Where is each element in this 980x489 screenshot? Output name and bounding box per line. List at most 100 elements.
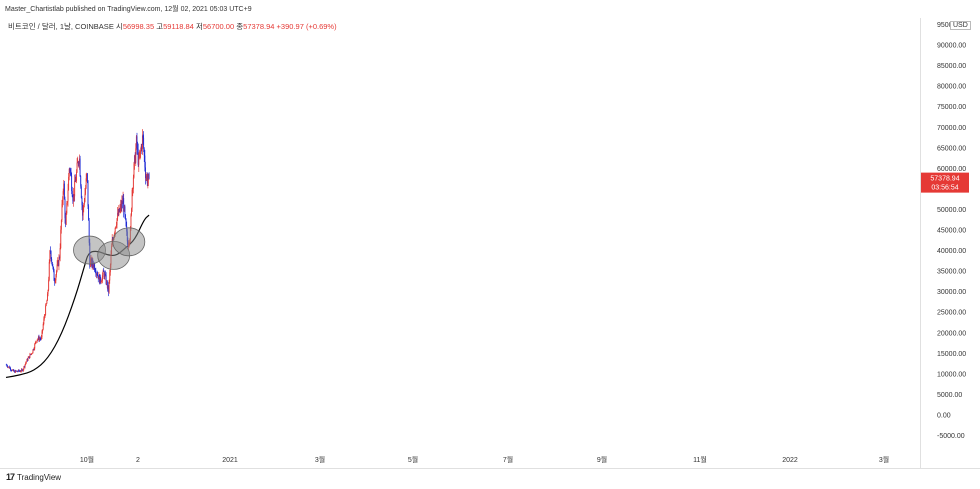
candle-body bbox=[72, 196, 74, 202]
candle-body bbox=[140, 146, 142, 151]
candle-body bbox=[86, 173, 88, 181]
candle-body bbox=[83, 204, 85, 208]
candle-body bbox=[77, 162, 79, 163]
candle-body bbox=[122, 198, 124, 204]
candle-body bbox=[125, 218, 127, 227]
x-tick-label: 2 bbox=[136, 457, 140, 464]
y-tick-label: 25000.00 bbox=[937, 310, 966, 317]
y-tick-label: 0.00 bbox=[937, 412, 951, 419]
candle-body bbox=[46, 300, 48, 304]
candle-body bbox=[36, 339, 38, 342]
candle-body bbox=[117, 212, 119, 219]
candle-body bbox=[104, 274, 106, 278]
candle-body bbox=[42, 324, 44, 330]
candle-body bbox=[44, 315, 46, 317]
last-price-tag bbox=[921, 172, 969, 193]
x-tick-label: 2022 bbox=[782, 457, 798, 464]
candle-body bbox=[71, 176, 73, 192]
candle-body bbox=[100, 276, 102, 282]
candle-body bbox=[75, 181, 77, 182]
candle-body bbox=[13, 369, 15, 372]
candle-body bbox=[40, 337, 42, 339]
candle-body bbox=[120, 204, 122, 208]
candle-body bbox=[139, 151, 141, 157]
y-tick-label: 65000.00 bbox=[937, 145, 966, 152]
candle-body bbox=[7, 366, 9, 368]
candle-body bbox=[7, 366, 8, 368]
candle-body bbox=[94, 264, 96, 271]
candle-body bbox=[70, 171, 72, 177]
candle-body bbox=[137, 149, 139, 165]
candle-body bbox=[25, 361, 27, 363]
candle-body bbox=[43, 318, 45, 325]
candle-body bbox=[40, 338, 42, 340]
candle-body bbox=[60, 229, 62, 248]
candle-body bbox=[143, 148, 145, 156]
candle-body bbox=[33, 348, 35, 350]
candle-body bbox=[37, 339, 39, 340]
candle-body bbox=[74, 180, 76, 197]
candle-body bbox=[96, 273, 98, 276]
close-label: 종 bbox=[236, 22, 244, 31]
candle-body bbox=[95, 271, 97, 275]
x-tick-label: 10월 bbox=[80, 455, 94, 464]
candle-body bbox=[116, 218, 118, 226]
candle-body bbox=[35, 341, 37, 343]
y-tick-label: 70000.00 bbox=[937, 125, 966, 132]
candle-body bbox=[20, 371, 22, 373]
candle-body bbox=[20, 369, 22, 372]
candle-body bbox=[62, 191, 64, 200]
candle-body bbox=[46, 293, 48, 301]
symbol-legend: 비트코인 / 달러, 1날, COINBASE 시56998.35 고59118… bbox=[8, 21, 337, 32]
open-value: 56998.35 bbox=[122, 22, 155, 31]
candle-body bbox=[22, 369, 24, 372]
candle-body bbox=[82, 207, 84, 216]
candle-body bbox=[56, 270, 57, 275]
candle-body bbox=[141, 146, 143, 150]
candle-body bbox=[101, 280, 103, 282]
symbol-name: 비트코인 / 달러, 1날, COINBASE bbox=[8, 22, 114, 31]
candle-body bbox=[146, 175, 148, 184]
candle-body bbox=[19, 370, 21, 372]
candle-body bbox=[24, 364, 26, 368]
candle-body bbox=[19, 370, 21, 372]
candle-body bbox=[131, 208, 132, 216]
candle-body bbox=[69, 169, 71, 172]
candle-body bbox=[13, 370, 15, 372]
candle-body bbox=[121, 201, 123, 208]
candle-body bbox=[107, 285, 109, 289]
candle-body bbox=[94, 270, 96, 272]
candle-body bbox=[47, 290, 49, 294]
low-label: 저 bbox=[195, 22, 203, 31]
candle-body bbox=[30, 354, 31, 356]
y-tick-label: -5000.00 bbox=[937, 433, 965, 440]
candle-body bbox=[59, 247, 61, 259]
candle-body bbox=[67, 190, 69, 202]
y-tick-label: 20000.00 bbox=[937, 330, 966, 337]
candle-body bbox=[68, 176, 70, 191]
y-tick-label: 5000.00 bbox=[937, 392, 962, 399]
candle-body bbox=[80, 176, 82, 187]
highlight-ellipse bbox=[112, 227, 146, 257]
candle-body bbox=[138, 156, 140, 158]
candle-body bbox=[134, 155, 136, 164]
last-price-value: 57378.94 bbox=[930, 176, 959, 183]
candle-body bbox=[34, 342, 36, 344]
x-tick-label: 2021 bbox=[222, 457, 238, 464]
candle-body bbox=[86, 173, 88, 179]
y-tick-label: 60000.00 bbox=[937, 166, 966, 173]
candle-body bbox=[65, 213, 67, 225]
candle-body bbox=[21, 369, 23, 371]
candle-body bbox=[39, 338, 41, 341]
tradingview-logo-icon: 17 bbox=[6, 472, 15, 482]
candle-body bbox=[36, 341, 38, 343]
y-tick-label: 75000.00 bbox=[937, 104, 966, 111]
x-tick-label: 7월 bbox=[503, 455, 513, 464]
currency-badge[interactable]: USD bbox=[950, 21, 971, 30]
candle-body bbox=[18, 369, 20, 371]
candle-countdown: 03:56:54 bbox=[931, 185, 958, 192]
candle-body bbox=[122, 201, 123, 204]
candle-body bbox=[71, 191, 73, 197]
y-tick-label: 40000.00 bbox=[937, 248, 966, 255]
